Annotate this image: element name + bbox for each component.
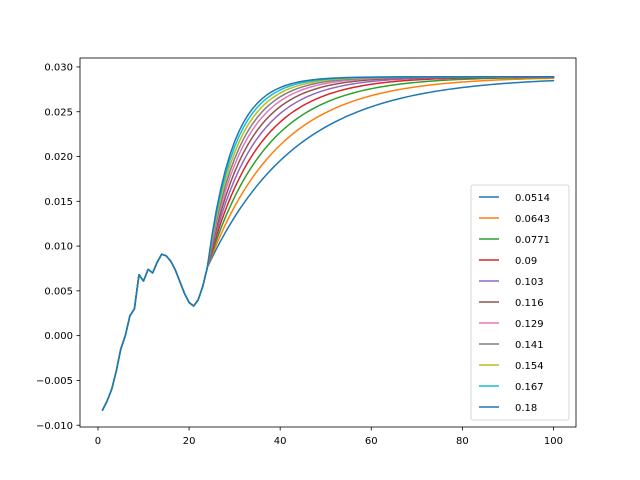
- y-tick-label: 0.000: [44, 331, 73, 342]
- y-tick-label: 0.025: [44, 107, 73, 118]
- y-tick-label: 0.015: [44, 197, 73, 208]
- legend-label: 0.09: [515, 256, 537, 267]
- legend-label: 0.129: [515, 319, 544, 330]
- legend-label: 0.154: [515, 361, 544, 372]
- x-tick-label: 100: [544, 436, 563, 447]
- legend-label: 0.167: [515, 382, 544, 393]
- y-tick-label: 0.010: [44, 242, 73, 253]
- x-tick-label: 20: [183, 436, 196, 447]
- y-tick-label: 0.005: [44, 286, 73, 297]
- legend-frame: [470, 184, 570, 421]
- legend-label: 0.0514: [515, 193, 550, 204]
- legend-label: 0.103: [515, 277, 544, 288]
- y-axis: −0.010 −0.005 0.000 0.005 0.010 0.015 0.020 0.0…: [36, 63, 80, 432]
- x-tick-label: 60: [365, 436, 378, 447]
- x-tick-label: 0: [95, 436, 101, 447]
- plot-frame: [79, 57, 577, 428]
- legend-label: 0.0643: [515, 214, 550, 225]
- legend: 0.0514 0.0643 0.0771 0.09 0.103 0.116 0.129 0.1…: [470, 184, 570, 421]
- y-tick-label: 0.030: [44, 63, 73, 74]
- x-tick-label: 80: [456, 436, 469, 447]
- series-line-10: [101, 76, 555, 411]
- legend-label: 0.18: [515, 403, 537, 414]
- legend-label: 0.141: [515, 340, 544, 351]
- x-axis: 0 20 40 60 80 100: [95, 427, 563, 447]
- x-tick-label: 40: [274, 436, 287, 447]
- y-tick-label: −0.005: [36, 376, 73, 387]
- legend-label: 0.116: [515, 298, 544, 309]
- y-tick-label: −0.010: [36, 421, 73, 432]
- legend-label: 0.0771: [515, 235, 550, 246]
- series-layer: [101, 76, 555, 411]
- y-tick-label: 0.020: [44, 152, 73, 163]
